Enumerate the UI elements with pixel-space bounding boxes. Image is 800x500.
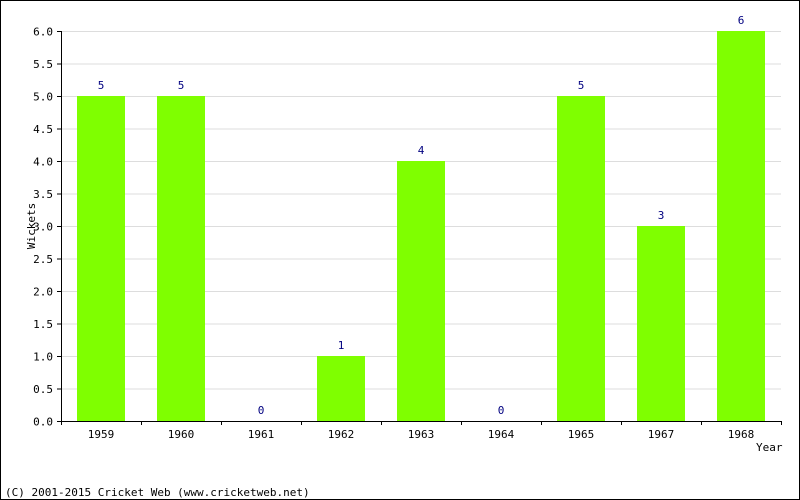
x-tick-label: 1960	[168, 428, 195, 441]
y-tick-label: 0.5	[33, 383, 53, 396]
data-label: 0	[498, 404, 505, 417]
x-tick-label: 1968	[728, 428, 755, 441]
bar	[557, 96, 605, 421]
y-tick-label: 1.0	[33, 351, 53, 364]
data-label: 4	[418, 144, 425, 157]
axes	[61, 31, 781, 422]
bar	[637, 226, 685, 421]
bar	[77, 96, 125, 421]
data-label: 0	[258, 404, 265, 417]
x-tick-label: 1959	[88, 428, 115, 441]
data-labels: 5 5 0 1 4 0 5 3 6	[98, 14, 745, 417]
x-tick-label: 1963	[408, 428, 435, 441]
x-tick-label: 1967	[648, 428, 675, 441]
data-label: 5	[98, 79, 105, 92]
y-tick-label: 3.0	[33, 221, 53, 234]
y-axis-ticks: 0.0 0.5 1.0 1.5 2.0 2.5 3.0 3.5 4.0 4.5 5.0 5.5 6.0	[33, 26, 61, 429]
bar	[397, 161, 445, 421]
y-tick-label: 6.0	[33, 26, 53, 39]
data-label: 6	[738, 14, 745, 27]
data-label: 5	[178, 79, 185, 92]
bar	[717, 31, 765, 421]
bar	[317, 356, 365, 421]
copyright-text: (C) 2001-2015 Cricket Web (www.cricketwe…	[5, 486, 310, 499]
x-tick-label: 1965	[568, 428, 595, 441]
x-tick-label: 1961	[248, 428, 275, 441]
y-tick-label: 3.5	[33, 188, 53, 201]
data-label: 5	[578, 79, 585, 92]
x-axis-ticks: 1959 1960 1961 1962 1963 1964 1965 1967 1968	[61, 421, 782, 441]
data-label: 1	[338, 339, 345, 352]
y-tick-label: 5.0	[33, 91, 53, 104]
y-tick-label: 2.5	[33, 253, 53, 266]
x-tick-label: 1964	[488, 428, 515, 441]
x-tick-label: 1962	[328, 428, 355, 441]
data-label: 3	[658, 209, 665, 222]
y-tick-label: 2.0	[33, 286, 53, 299]
x-axis-title: Year	[756, 441, 783, 454]
bar	[157, 96, 205, 421]
y-tick-label: 0.0	[33, 416, 53, 429]
y-tick-label: 1.5	[33, 318, 53, 331]
y-tick-label: 5.5	[33, 58, 53, 71]
y-axis-title: Wickets	[25, 203, 38, 249]
y-tick-label: 4.0	[33, 156, 53, 169]
bars	[77, 31, 765, 421]
y-tick-label: 4.5	[33, 123, 53, 136]
